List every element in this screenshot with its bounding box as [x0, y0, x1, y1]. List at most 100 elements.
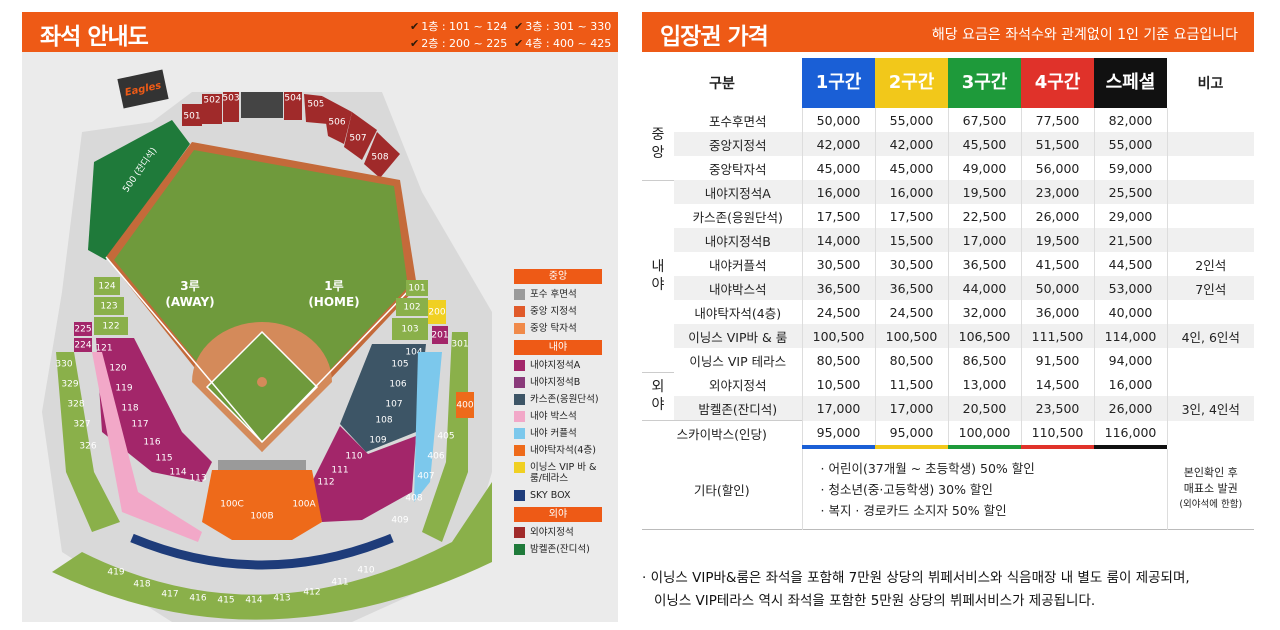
price-cell: 21,500	[1093, 228, 1168, 252]
section-225[interactable]	[74, 322, 92, 336]
price-cell: 14,500	[1020, 372, 1095, 396]
section-507[interactable]	[344, 112, 377, 160]
catcher-rear-seats[interactable]	[218, 460, 306, 470]
legend-swatch	[514, 289, 525, 300]
price-row: 카스존(응원단석) 17,500 17,500 22,500 26,000 29,000	[642, 204, 1255, 228]
legend-swatch	[514, 527, 525, 538]
section-label: 123	[100, 302, 117, 312]
price-cell: 19,500	[1020, 228, 1095, 252]
section-502[interactable]	[202, 94, 222, 124]
legend-label: 내야지정석A	[530, 360, 581, 371]
ticket-price-panel: 입장권 가격 해당 요금은 좌석수와 관계없이 1인 기준 요금입니다 구분 1…	[642, 12, 1255, 627]
section-103[interactable]	[392, 318, 428, 340]
legend-group-infield: 내야 내야지정석A 내야지정석B 카스존(응원단석) 내야 박스석 내야 커플석…	[514, 340, 604, 501]
section-label: 416	[189, 594, 206, 604]
section-label: 507	[349, 134, 366, 144]
legend-label: 중앙 지정석	[530, 306, 577, 317]
price-row: 이닝스 VIP바 & 룸 100,500 100,500 106,500 111,500…	[642, 324, 1255, 348]
legend-label: 중앙 탁자석	[530, 323, 577, 334]
third-base-line	[105, 256, 263, 443]
price-cell: 36,000	[1020, 300, 1095, 324]
price-cell: 16,000	[801, 180, 876, 204]
price-cell: 80,500	[801, 348, 876, 372]
discount-item: · 복지 · 경로카드 소지자 50% 할인	[820, 502, 1007, 518]
seat-type-legend: 중앙 포수 후면석 중앙 지정석 중앙 탁자석 내야 내야지정석A 내야지정석B…	[514, 269, 604, 561]
section-label: 101	[408, 284, 425, 294]
upper-deck-right[interactable]	[422, 332, 468, 542]
legend-item: 이닝스 VIP 바 & 룸/테라스	[514, 462, 604, 484]
price-cell: 26,000	[1093, 396, 1168, 421]
legend-swatch	[514, 462, 525, 473]
upper-400-level[interactable]	[52, 482, 492, 620]
section-224[interactable]	[74, 338, 92, 352]
price-cell: 32,000	[947, 300, 1022, 324]
center-table-seats[interactable]	[202, 470, 322, 540]
section-label: 329	[61, 380, 78, 390]
infield-couple-right[interactable]	[414, 352, 442, 502]
zone-color-swatch	[948, 445, 1022, 449]
section-label: 100B	[250, 512, 273, 522]
section-label: 326	[79, 442, 96, 452]
price-row: 내야지정석B 14,000 15,500 17,000 19,500 21,500	[642, 228, 1255, 252]
section-123[interactable]	[94, 297, 124, 315]
section-506[interactable]	[322, 96, 352, 144]
section-label: 100C	[220, 500, 243, 510]
legend-item: 중앙 탁자석	[514, 323, 604, 334]
section-201[interactable]	[432, 326, 448, 344]
zone-color-swatch	[802, 445, 876, 449]
seating-map-header: 좌석 안내도 ✔ 1층 : 101 ~ 124 ✔ 3층 : 301 ~ 330 ✔…	[22, 12, 618, 52]
price-cell: 95,000	[874, 420, 949, 445]
section-label: 102	[403, 303, 420, 313]
section-503[interactable]	[223, 92, 239, 122]
section-501[interactable]	[182, 104, 202, 126]
remark-cell: 7인석	[1166, 276, 1255, 300]
legend-item: 카스존(응원단석)	[514, 394, 604, 405]
seat-type-label: 밤켈존(잔디석)	[674, 396, 803, 421]
price-cell: 36,500	[801, 276, 876, 300]
cass-zone[interactable]	[340, 344, 426, 452]
price-row: 내야박스석 36,500 36,500 44,000 50,000 53,000 7인석	[642, 276, 1255, 300]
price-cell: 17,000	[947, 228, 1022, 252]
stadium-map: 501 502 503 504 505 506 507 508 Eagles 5…	[42, 69, 492, 622]
section-500[interactable]	[88, 120, 190, 260]
floor-legend-item: ✔ 2층 : 200 ~ 225	[410, 35, 507, 51]
remark-cell	[1166, 132, 1255, 156]
price-cell: 44,500	[1093, 252, 1168, 276]
price-cell: 50,000	[1020, 276, 1095, 300]
legend-item: 내야 박스석	[514, 411, 604, 422]
price-cell: 49,000	[947, 156, 1022, 180]
price-cell: 114,000	[1093, 324, 1168, 348]
section-102[interactable]	[396, 298, 428, 316]
seating-map-title: 좌석 안내도	[40, 24, 149, 50]
section-label: 103	[401, 325, 418, 335]
upper-deck-left[interactable]	[56, 352, 120, 532]
section-504[interactable]	[284, 92, 302, 120]
zone2-label: 2구간	[875, 58, 949, 108]
section-200[interactable]	[428, 300, 446, 324]
section-label: 105	[391, 360, 408, 370]
price-cell: 100,000	[947, 420, 1022, 445]
section-label: 110	[345, 452, 362, 462]
legend-swatch	[514, 306, 525, 317]
section-label: 330	[55, 360, 72, 370]
section-122[interactable]	[94, 317, 128, 335]
check-icon: ✔	[410, 37, 420, 50]
section-508[interactable]	[364, 132, 400, 178]
section-124[interactable]	[94, 277, 120, 295]
price-row: 중앙탁자석 45,000 45,000 49,000 56,000 59,000	[642, 156, 1255, 180]
floor-label: 1층 : 101 ~ 124	[421, 20, 508, 33]
price-cell: 19,500	[947, 180, 1022, 204]
section-label: 104	[405, 348, 422, 358]
infield-reserved-a-right[interactable]	[312, 426, 416, 522]
infield-box-left[interactable]	[92, 352, 202, 542]
legend-heading: 중앙	[514, 269, 602, 284]
sky-box-ring[interactable]	[130, 533, 394, 570]
price-cell: 13,000	[947, 372, 1022, 396]
section-505[interactable]	[304, 94, 328, 124]
remark-cell	[1166, 108, 1255, 132]
seat-type-label: 포수후면석	[709, 113, 767, 129]
section-label: 413	[273, 594, 290, 604]
section-400[interactable]	[456, 392, 474, 418]
section-101[interactable]	[406, 280, 428, 296]
section-label: 115	[155, 454, 172, 464]
